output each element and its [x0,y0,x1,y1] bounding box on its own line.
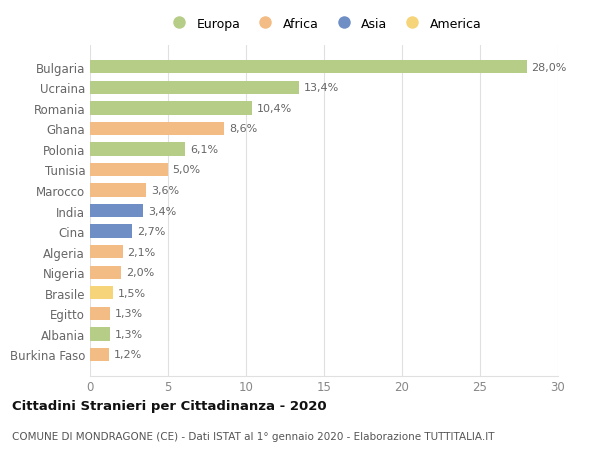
Legend: Europa, Africa, Asia, America: Europa, Africa, Asia, America [164,15,484,33]
Text: 6,1%: 6,1% [190,145,218,155]
Bar [90,163,168,177]
Bar [90,246,123,259]
Text: 1,2%: 1,2% [113,350,142,360]
Text: 13,4%: 13,4% [304,83,339,93]
Text: 3,4%: 3,4% [148,206,176,216]
Bar [90,266,121,280]
Text: 2,7%: 2,7% [137,227,165,237]
Text: Cittadini Stranieri per Cittadinanza - 2020: Cittadini Stranieri per Cittadinanza - 2… [12,399,326,412]
Text: 8,6%: 8,6% [229,124,257,134]
Bar [90,184,146,197]
Bar [90,143,185,156]
Bar [90,348,109,361]
Text: 5,0%: 5,0% [173,165,201,175]
Text: 2,1%: 2,1% [127,247,155,257]
Bar [90,204,143,218]
Bar [90,102,252,115]
Text: 1,3%: 1,3% [115,309,143,319]
Text: COMUNE DI MONDRAGONE (CE) - Dati ISTAT al 1° gennaio 2020 - Elaborazione TUTTITA: COMUNE DI MONDRAGONE (CE) - Dati ISTAT a… [12,431,494,442]
Bar [90,61,527,74]
Bar [90,328,110,341]
Bar [90,225,132,238]
Bar [90,81,299,95]
Text: 10,4%: 10,4% [257,104,292,113]
Bar [90,307,110,320]
Bar [90,286,113,300]
Text: 2,0%: 2,0% [126,268,154,278]
Text: 3,6%: 3,6% [151,185,179,196]
Text: 1,5%: 1,5% [118,288,146,298]
Bar [90,123,224,136]
Text: 1,3%: 1,3% [115,329,143,339]
Text: 28,0%: 28,0% [532,62,567,73]
